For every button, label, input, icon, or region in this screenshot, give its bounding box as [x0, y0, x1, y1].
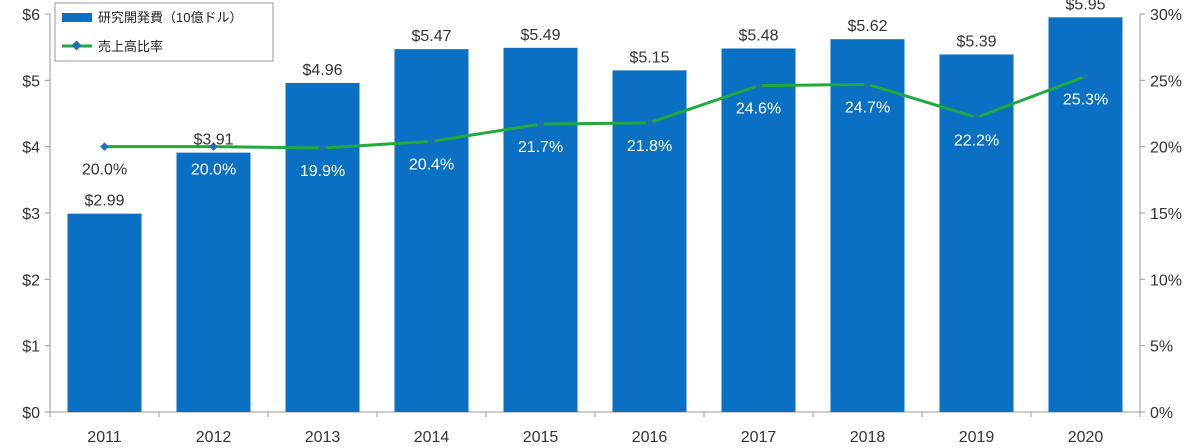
- legend-line-marker: [71, 40, 82, 51]
- legend-frame: [54, 2, 274, 62]
- bar-value-label: $2.99: [84, 193, 124, 210]
- bar: [830, 39, 905, 412]
- legend-bar-swatch: [62, 13, 92, 22]
- data-labels: $2.99 $3.91 $4.96 $5.47 $5.49 $5.15 $5.48 $5.62…: [82, 0, 1108, 210]
- x-tick-label: 2018: [850, 429, 886, 446]
- x-tick-label: 2012: [196, 429, 232, 446]
- x-tick-label: 2019: [959, 429, 995, 446]
- line-value-label: 24.7%: [845, 99, 890, 116]
- y-left-tick-label: $0: [22, 405, 40, 422]
- axes: $0 $1 $2 $3 $4 $5 $6 0% 5% 10% 15% 20% 25% 30% 2011 201…: [22, 7, 1182, 446]
- x-tick-label: 2014: [414, 429, 450, 446]
- y-right-tick-label: 0%: [1150, 405, 1173, 422]
- ratio-line: [104, 74, 1087, 150]
- bar-value-label: $3.91: [193, 132, 233, 149]
- legend: 研究開発費（10億ドル） 売上高比率: [54, 2, 274, 62]
- bar: [67, 213, 142, 412]
- line-value-label: 20.4%: [409, 156, 454, 173]
- line-value-label: 25.3%: [1063, 91, 1108, 108]
- bars: [67, 17, 1123, 413]
- bar: [1048, 17, 1123, 413]
- bar-value-label: $5.49: [520, 27, 560, 44]
- line-point-marker: [318, 143, 327, 153]
- y-right-tick-label: 10%: [1150, 272, 1182, 289]
- x-tick-label: 2017: [741, 429, 777, 446]
- bar-value-label: $5.39: [956, 33, 996, 50]
- line-point-marker: [427, 137, 436, 146]
- bar-value-label: $5.95: [1065, 0, 1105, 13]
- y-left-tick-label: $6: [22, 7, 40, 24]
- bar: [721, 48, 796, 412]
- bar-value-label: $5.15: [629, 49, 669, 66]
- bar-value-label: $5.62: [847, 18, 887, 35]
- x-tick-label: 2016: [632, 429, 668, 446]
- line-value-label: 24.6%: [736, 101, 781, 118]
- bar: [285, 82, 360, 412]
- x-tick-label: 2013: [305, 429, 341, 446]
- bar-value-label: $5.48: [738, 27, 778, 44]
- y-left-tick-label: $3: [22, 206, 40, 223]
- bar: [612, 70, 687, 412]
- y-left-tick-label: $5: [22, 73, 40, 90]
- line-value-label: 19.9%: [300, 163, 345, 180]
- line-point-marker: [209, 142, 218, 151]
- x-tick-label: 2011: [87, 429, 122, 446]
- bar: [503, 47, 578, 413]
- x-tick-label: 2020: [1068, 429, 1104, 446]
- line-value-label: 21.8%: [627, 138, 672, 155]
- bar: [176, 152, 251, 413]
- legend-bar-label: 研究開発費（10億ドル）: [98, 10, 242, 25]
- legend-line-label: 売上高比率: [98, 39, 163, 54]
- y-right-tick-label: 25%: [1150, 73, 1182, 90]
- line-value-label: 22.2%: [954, 132, 999, 149]
- y-right-tick-label: 15%: [1150, 206, 1182, 223]
- y-left-tick-label: $2: [22, 272, 40, 289]
- line-value-label: 20.0%: [191, 162, 236, 179]
- line-value-label: 20.0%: [82, 162, 127, 179]
- bar-value-label: $4.96: [302, 62, 342, 79]
- x-tick-label: 2015: [523, 429, 559, 446]
- y-left-tick-label: $4: [22, 140, 40, 157]
- y-right-tick-label: 20%: [1150, 140, 1182, 157]
- bar: [394, 49, 469, 412]
- y-left-tick-label: $1: [22, 339, 40, 356]
- y-right-tick-label: 30%: [1150, 7, 1182, 24]
- line-point-marker: [100, 142, 109, 151]
- line-value-label: 21.7%: [518, 139, 563, 156]
- bar-value-label: $5.47: [411, 28, 451, 45]
- y-right-tick-label: 5%: [1150, 339, 1173, 356]
